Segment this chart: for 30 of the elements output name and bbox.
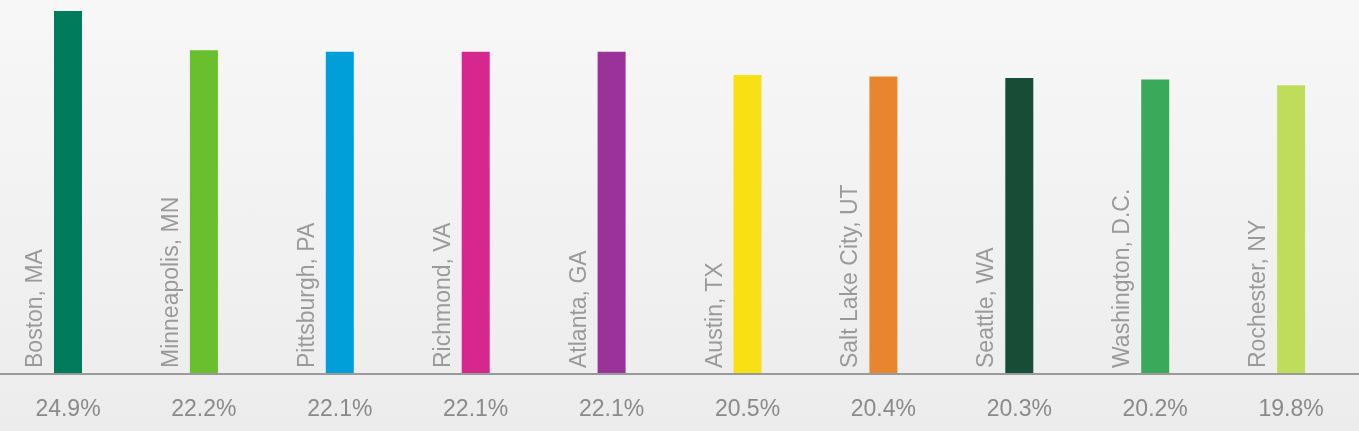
x-tick-label: Boston, MA — [21, 248, 47, 368]
bar — [1277, 85, 1306, 374]
data-label: 20.5% — [714, 395, 781, 421]
x-tick-label: Seattle, WA — [972, 246, 999, 368]
data-label: 24.9% — [35, 395, 101, 421]
x-tick-label: Austin, TX — [700, 262, 727, 368]
data-label: 20.2% — [1122, 395, 1188, 421]
data-label: 19.8% — [1258, 395, 1324, 421]
bar — [733, 75, 762, 374]
x-tick-label: Rochester, NY — [1244, 219, 1271, 368]
x-tick-label: Washington, D.C. — [1108, 188, 1135, 368]
bar — [597, 51, 626, 374]
x-tick-label: Minneapolis, MN — [156, 196, 183, 368]
data-label: 20.3% — [986, 395, 1052, 421]
x-tick-label: Salt Lake City, UT — [836, 184, 863, 368]
data-label: 22.1% — [443, 395, 509, 421]
data-label: 22.2% — [171, 395, 237, 421]
bar — [189, 50, 218, 374]
data-label: 22.1% — [578, 395, 645, 421]
bar — [1141, 79, 1170, 374]
bar — [325, 51, 354, 374]
data-label: 22.1% — [307, 395, 373, 421]
bar — [461, 51, 490, 374]
x-tick-label: Richmond, VA — [428, 222, 455, 368]
x-tick-label: Atlanta, GA — [564, 249, 591, 368]
x-tick-label: Pittsburgh, PA — [292, 222, 319, 368]
bar — [869, 76, 898, 374]
data-label: 20.4% — [850, 395, 917, 421]
bar — [54, 10, 82, 374]
bar — [1005, 77, 1034, 374]
